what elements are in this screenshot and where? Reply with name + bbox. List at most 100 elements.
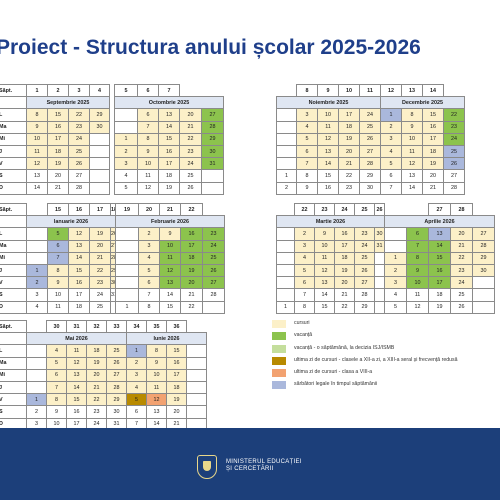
week-number: 3 <box>68 83 90 98</box>
row-label: L <box>0 227 27 241</box>
row-label: Mi <box>0 251 27 265</box>
empty-cell <box>385 204 407 216</box>
day-cell: 17 <box>338 108 360 122</box>
day-cell: 18 <box>338 120 360 134</box>
day-cell: 28 <box>443 181 465 195</box>
legend-item: ultima zi de cursuri - clasele a XII-a z… <box>272 355 497 367</box>
week-number: 9 <box>317 83 339 98</box>
day-cell: 16 <box>428 263 451 278</box>
day-cell <box>186 380 207 395</box>
legend-item: vacanță - o săptămână, la decizia ISJ/IS… <box>272 343 497 355</box>
day-row: 1 8 15 22 29 5 12 19 26 <box>276 300 495 314</box>
day-cell: 7 <box>47 251 69 265</box>
day-cell: 27 <box>106 368 127 382</box>
day-cell: 10 <box>406 276 429 290</box>
day-cell: 8 <box>137 132 159 146</box>
day-cell: 6 <box>380 169 402 183</box>
day-cell: 23 <box>86 405 107 419</box>
day-cell: 16 <box>317 181 339 195</box>
day-cell: 15 <box>159 300 181 314</box>
day-cell <box>276 276 295 290</box>
day-cell: 18 <box>334 251 355 265</box>
day-cell: 17 <box>166 368 187 382</box>
empty-cell <box>0 97 27 109</box>
legend-item: sărbători legale în timpul săptămânii <box>272 379 497 391</box>
legend-swatch <box>272 320 286 328</box>
day-cell: 9 <box>47 276 69 290</box>
day-cell <box>202 300 225 314</box>
day-cell: 23 <box>450 263 473 278</box>
legend-label: ultima zi de cursuri - clasele a XII-a z… <box>294 356 458 363</box>
week-number: 22 <box>180 202 203 217</box>
day-cell <box>374 300 385 314</box>
week-number: 26 <box>374 202 385 217</box>
day-cell: 3 <box>126 368 147 382</box>
day-cell: 26 <box>450 300 473 314</box>
day-cell <box>384 239 407 253</box>
week-number: 35 <box>146 319 167 334</box>
day-cell: 9 <box>146 356 167 370</box>
day-cell: 3 <box>294 239 315 253</box>
row-label: Săpt. <box>0 319 27 334</box>
day-cell: 17 <box>47 132 69 146</box>
day-cell: 11 <box>317 120 339 134</box>
day-cell: 1 <box>384 251 407 265</box>
day-cell: 29 <box>354 300 375 314</box>
legend-label: cursuri <box>294 320 310 326</box>
day-row: Ma61320273101724 <box>0 239 225 253</box>
month-header-row: Mai 2026 Iunie 2026 <box>0 332 207 346</box>
day-cell: 2 <box>126 356 147 370</box>
day-cell <box>276 144 297 159</box>
day-cell <box>201 169 224 183</box>
day-cell: 20 <box>89 239 111 253</box>
empty-cell <box>0 216 27 228</box>
week-number: 5 <box>114 83 138 98</box>
day-cell: 4 <box>138 251 160 265</box>
row-label: L <box>0 108 27 122</box>
day-cell <box>26 380 47 395</box>
day-cell: 23 <box>89 276 111 290</box>
day-row: 1 8 15 22 29 6 13 20 27 <box>276 169 465 183</box>
day-cell: 14 <box>317 157 339 171</box>
day-cell: 3 <box>138 239 160 253</box>
day-cell: 30 <box>472 263 495 278</box>
day-cell: 19 <box>89 227 111 241</box>
day-cell: 21 <box>179 120 202 134</box>
day-row: 2 9 16 23 30 6 13 20 27 <box>276 227 495 241</box>
day-cell: 17 <box>334 239 355 253</box>
day-cell: 15 <box>68 263 90 278</box>
legend-item: ultima zi de cursuri - clasa a VIII-a <box>272 367 497 379</box>
day-cell: 5 <box>126 393 147 407</box>
day-cell: 29 <box>472 251 495 265</box>
day-cell: 24 <box>450 276 473 290</box>
day-row: 5 12 19 26 2 9 16 23 30 <box>276 263 495 278</box>
day-cell <box>374 263 385 278</box>
row-label: D <box>0 300 27 314</box>
day-cell: 26 <box>106 356 127 370</box>
row-label: Ma <box>0 120 27 134</box>
week-number: 13 <box>401 83 423 98</box>
day-cell: 16 <box>180 227 203 241</box>
crest-icon <box>197 455 217 479</box>
day-cell: 2 <box>138 227 160 241</box>
day-row: V1815222951219 <box>0 393 207 407</box>
week-number: 19 <box>115 202 139 217</box>
empty-cell <box>0 333 27 345</box>
footer-bar <box>0 428 500 500</box>
day-cell: 19 <box>334 263 355 278</box>
legend-swatch <box>272 332 286 341</box>
week-number: 16 <box>68 202 90 217</box>
day-cell: 25 <box>202 251 225 265</box>
day-row: L41118251815 <box>0 344 207 358</box>
day-cell: 10 <box>26 132 48 146</box>
day-cell: 11 <box>314 251 335 265</box>
empty-cell <box>202 85 224 97</box>
week-row: Săpt. 1 2 3 4 5 6 7 <box>0 83 224 98</box>
day-cell <box>276 288 295 302</box>
day-cell: 15 <box>47 108 69 122</box>
day-cell: 2 <box>26 405 47 419</box>
day-cell <box>186 356 207 370</box>
